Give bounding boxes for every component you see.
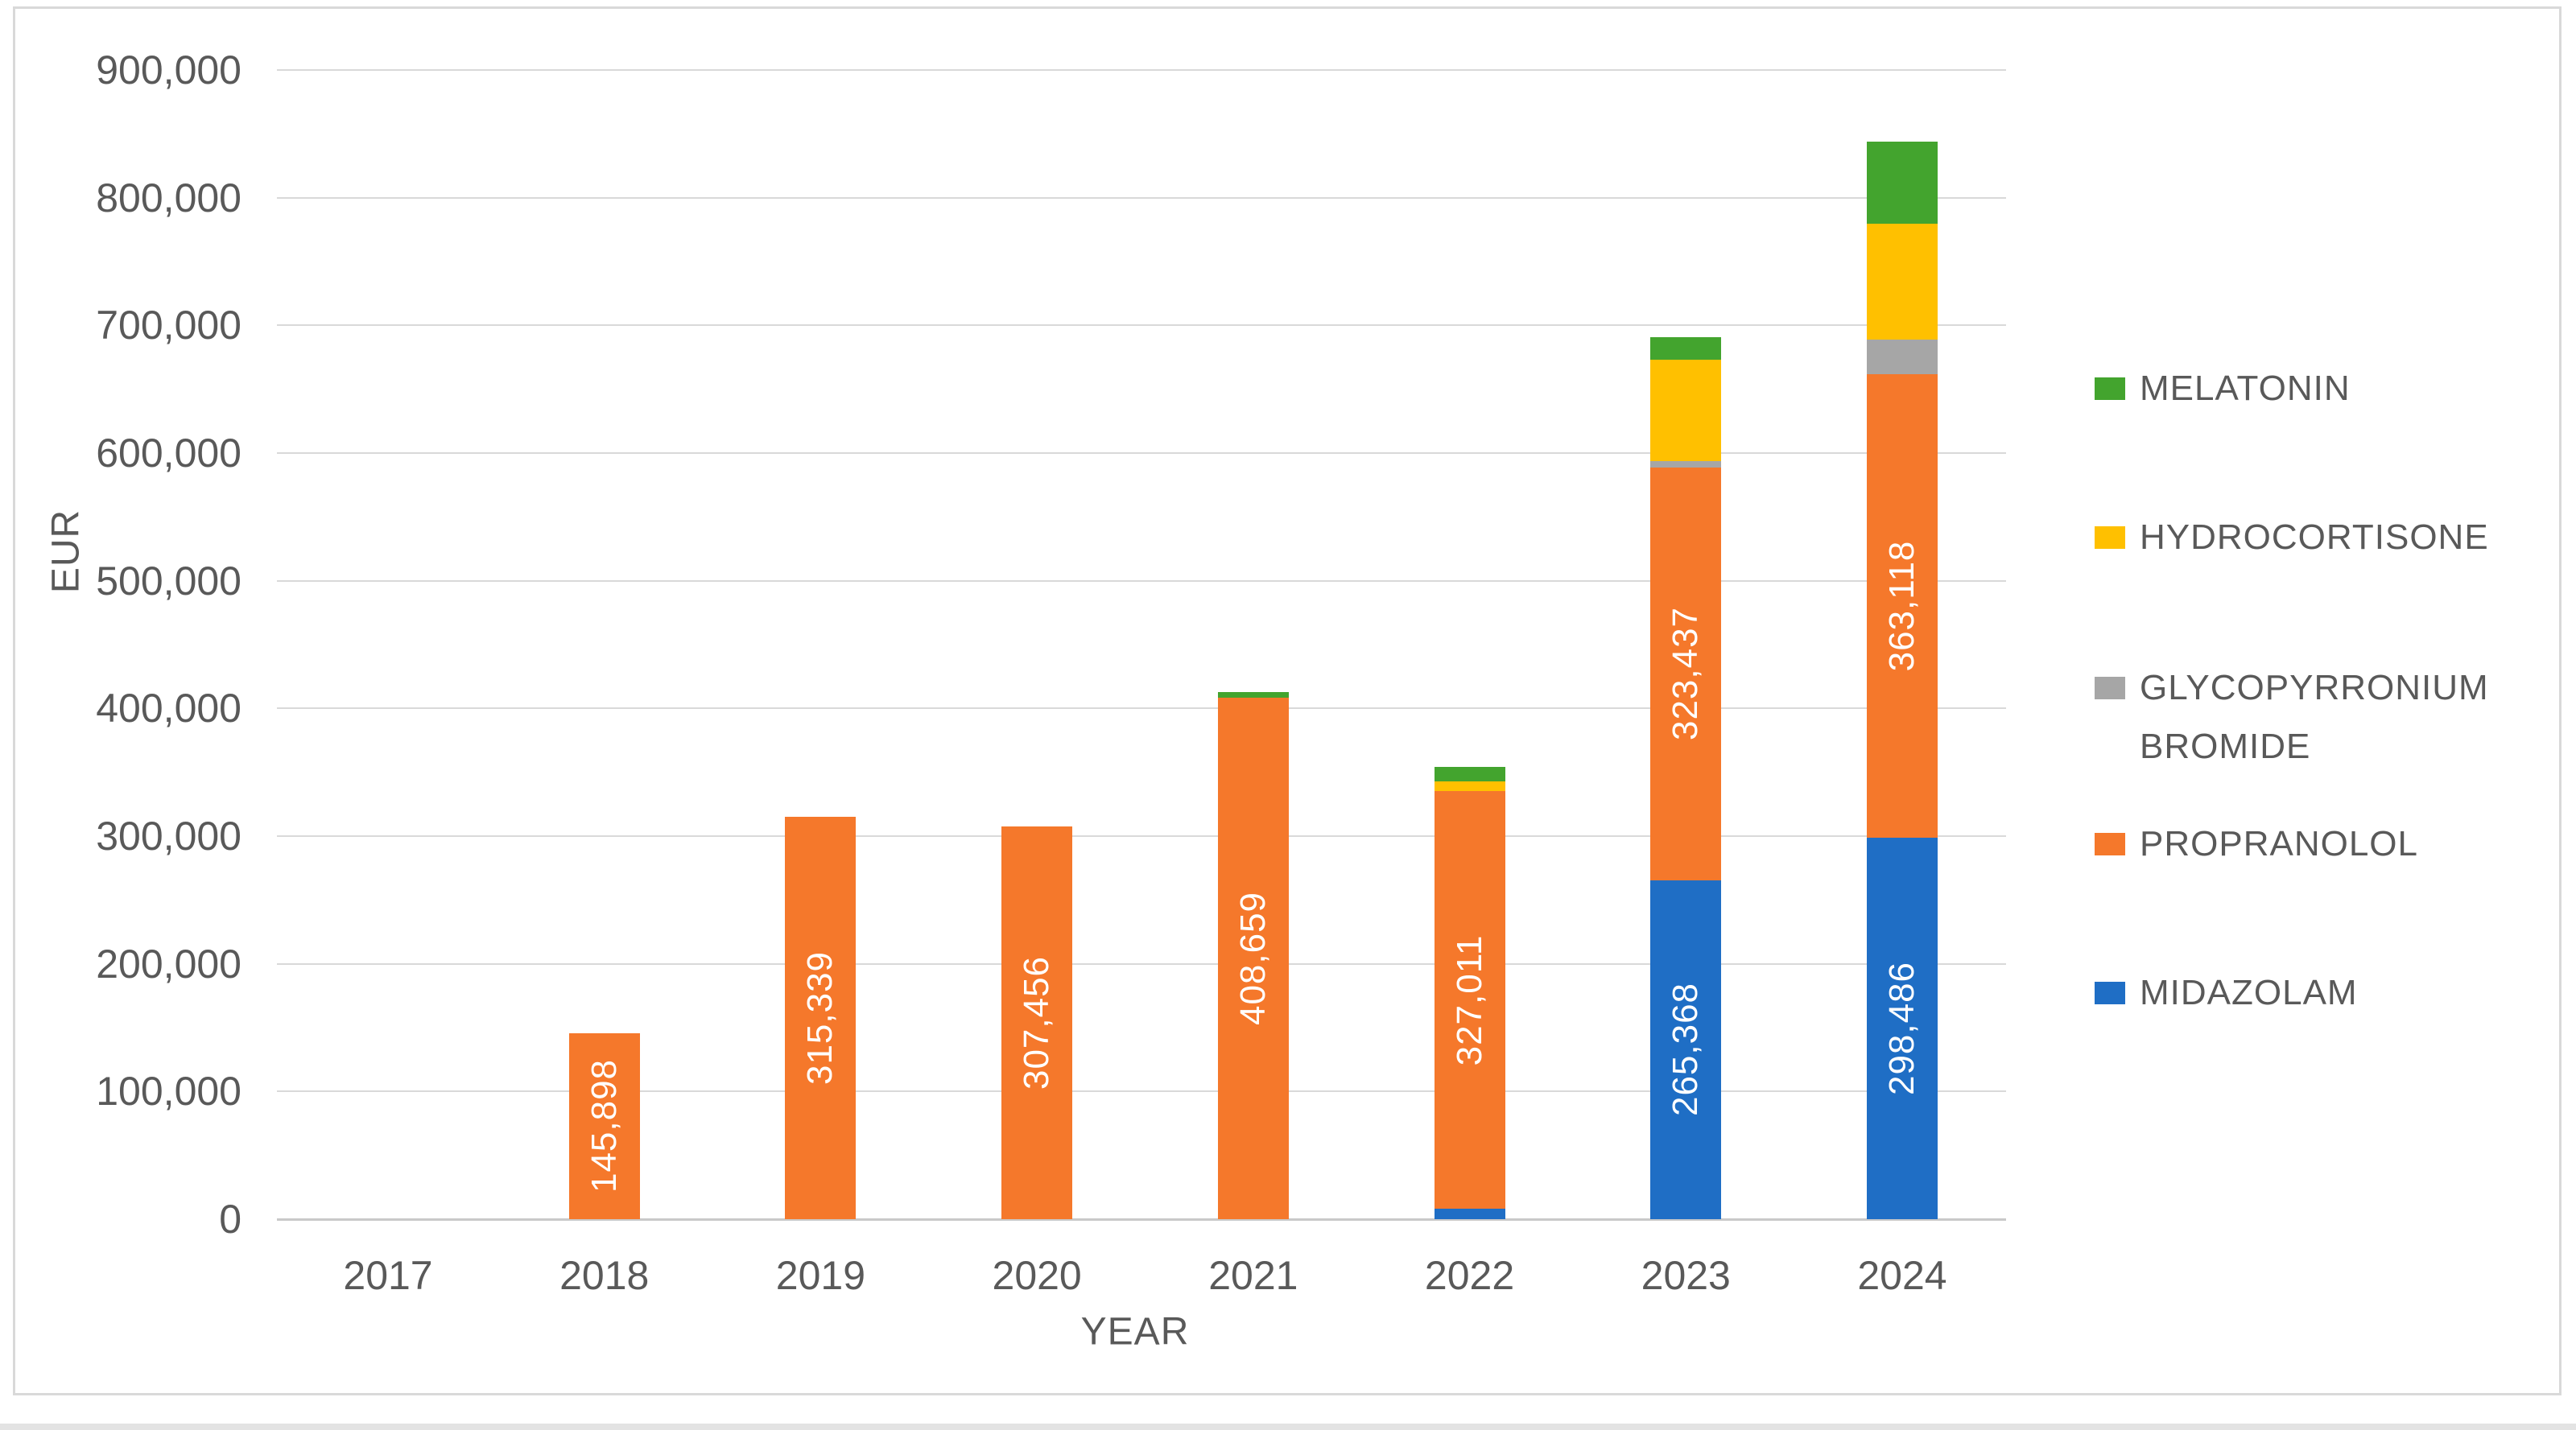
x-tick-label: 2018 [559,1253,650,1298]
bar-segment-glycopyrronium-bromide [1650,460,1722,468]
legend-item-propranolol: PROPRANOLOL [2095,815,2418,874]
bar-segment-melatonin [1866,142,1938,224]
x-tick-label: 2019 [775,1253,866,1298]
bar-data-label: 315,339 [800,950,840,1085]
x-tick-label: 2020 [992,1253,1082,1298]
bar-data-label: 265,368 [1666,983,1706,1117]
x-tick-label: 2023 [1641,1253,1731,1298]
bar-data-label: 363,118 [1881,540,1922,672]
bar-segment-midazolam [1866,838,1938,1219]
y-tick-label: 700,000 [96,303,242,348]
chart-border [13,6,2562,1395]
bar-segment-propranolol [1866,374,1938,839]
legend-swatch-icon [2095,377,2125,400]
legend-swatch-icon [2095,982,2125,1004]
y-tick-label: 600,000 [96,431,242,476]
bar-data-label: 323,437 [1666,607,1706,741]
bar-segment-midazolam [1434,1209,1505,1219]
legend-item-melatonin: MELATONIN [2095,360,2351,418]
gridline [277,707,2006,710]
bar-segment-hydrocortisone [1434,781,1505,792]
y-axis-title: EUR [44,509,88,594]
legend-swatch-icon [2095,833,2125,855]
bar-data-label: 298,486 [1881,962,1922,1096]
x-tick-label: 2021 [1208,1253,1298,1298]
legend-item-glycopyrronium-bromide: GLYCOPYRRONIUM BROMIDE [2095,659,2574,776]
bar-data-label: 408,659 [1232,891,1273,1025]
y-tick-label: 800,000 [96,175,242,220]
x-tick-label: 2024 [1857,1253,1947,1298]
bar-data-label: 307,456 [1017,956,1057,1090]
bar-segment-propranolol [568,1032,640,1219]
gridline [277,962,2006,965]
legend-swatch-icon [2095,526,2125,549]
bar-segment-midazolam [1650,880,1722,1219]
x-axis-title: YEAR [1080,1310,1190,1354]
legend-item-midazolam: MIDAZOLAM [2095,964,2358,1023]
bar-segment-hydrocortisone [1650,360,1722,461]
bar-data-label: 145,898 [584,1059,624,1193]
legend-item-hydrocortisone: HYDROCORTISONE [2095,509,2489,567]
bar-data-label: 327,011 [1449,934,1489,1066]
legend-label: HYDROCORTISONE [2140,517,2489,557]
y-tick-label: 900,000 [96,47,242,93]
bar-segment-hydrocortisone [1866,224,1938,340]
gridline [277,69,2006,71]
legend-label: PROPRANOLOL [2140,824,2418,863]
y-tick-label: 300,000 [96,814,242,859]
legend-label: MIDAZOLAM [2140,973,2358,1012]
x-tick-label: 2022 [1424,1253,1515,1298]
y-tick-label: 0 [219,1197,242,1242]
bar-segment-glycopyrronium-bromide [1866,340,1938,375]
bar-segment-propranolol [785,816,857,1219]
y-tick-label: 100,000 [96,1069,242,1115]
bar-segment-melatonin [1434,766,1505,781]
x-axis-line [277,1218,2006,1221]
window-bottom-edge [0,1424,2576,1430]
gridline [277,835,2006,837]
gridline [277,196,2006,199]
bar-segment-melatonin [1650,336,1722,361]
legend-label: GLYCOPYRRONIUM BROMIDE [2140,668,2489,766]
bar-segment-melatonin [1217,692,1289,698]
legend-label: MELATONIN [2140,369,2351,408]
y-tick-label: 500,000 [96,558,242,604]
gridline [277,452,2006,454]
bar-segment-propranolol [1434,791,1505,1210]
bar-segment-propranolol [1001,826,1073,1219]
legend-swatch-icon [2095,677,2125,699]
y-tick-label: 400,000 [96,686,242,731]
y-tick-label: 200,000 [96,941,242,987]
gridline [277,324,2006,327]
bar-segment-propranolol [1217,697,1289,1219]
gridline [277,579,2006,582]
gridline [277,1090,2006,1093]
x-tick-label: 2017 [343,1253,433,1298]
bar-segment-propranolol [1650,467,1722,880]
